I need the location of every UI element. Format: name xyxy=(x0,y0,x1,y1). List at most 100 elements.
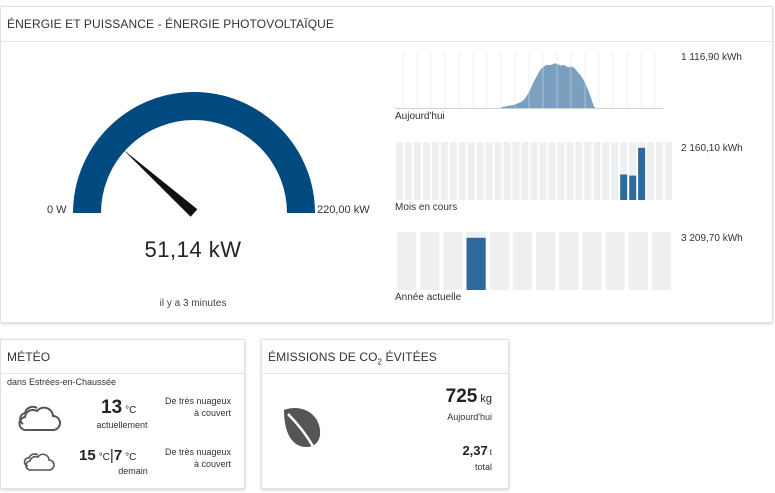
month-chart-slot xyxy=(467,142,475,200)
year-chart-bar xyxy=(466,237,486,290)
co2-today-amount: 725 kg xyxy=(446,386,492,408)
cloud-icon xyxy=(18,405,61,432)
co2-total-label: total xyxy=(474,462,492,472)
current-desc-line2: à couvert xyxy=(193,408,231,418)
month-chart-slot xyxy=(665,142,672,200)
month-chart-slot xyxy=(422,142,430,200)
gauge-max-label: 220,00 kW xyxy=(317,204,370,216)
year-chart-slot xyxy=(628,232,648,290)
co2-total-unit: t xyxy=(489,448,492,457)
year-chart-label: Année actuelle xyxy=(395,292,462,303)
today-production-area xyxy=(395,63,663,109)
month-chart-slot xyxy=(494,142,502,200)
year-chart-slot xyxy=(420,232,440,290)
current-weather-description: De très nuageux à couvert xyxy=(165,395,231,419)
today-chart-label: Aujourd'hui xyxy=(395,111,445,122)
year-chart-slot xyxy=(651,232,671,290)
month-chart-slot xyxy=(396,142,403,200)
month-chart-slot xyxy=(476,142,484,200)
current-desc-line1: De très nuageux xyxy=(164,396,231,406)
co2-today-unit: kg xyxy=(480,393,492,405)
year-total: 3 209,70 kWh xyxy=(681,233,743,244)
month-chart-slot xyxy=(449,142,457,200)
weather-card-divider xyxy=(1,373,244,374)
month-chart-slot xyxy=(431,142,439,200)
weather-card-title: MÉTÉO xyxy=(7,350,51,364)
co2-title-subscript: 2 xyxy=(377,357,383,367)
month-chart-slot xyxy=(413,142,421,200)
tomorrow-temp-min: 15 xyxy=(79,447,96,464)
month-total: 2 160,10 kWh xyxy=(681,143,743,154)
month-chart-slot xyxy=(440,142,448,200)
month-chart-label: Mois en cours xyxy=(395,202,458,213)
month-chart-bar xyxy=(620,174,628,200)
today-production-chart[interactable] xyxy=(395,49,663,109)
year-chart-slot xyxy=(397,232,417,290)
gauge-min-label: 0 W xyxy=(47,204,67,216)
today-total: 1 116,90 kWh xyxy=(681,52,742,63)
weather-card: MÉTÉO dans Estrées-en-Chaussée 13 °C actu… xyxy=(0,339,245,489)
leaf-icon xyxy=(284,408,321,449)
month-chart-slot xyxy=(593,142,601,200)
weather-location: dans Estrées-en-Chaussée xyxy=(7,377,117,387)
month-chart-slot xyxy=(611,142,619,200)
co2-total-amount: 2,37 t xyxy=(462,443,492,458)
current-temp-value: 13 xyxy=(101,397,123,418)
month-chart-slot xyxy=(602,142,610,200)
year-chart-slot xyxy=(605,232,625,290)
month-chart-slot xyxy=(405,142,412,200)
tomorrow-temp-unit-1: °C xyxy=(98,452,110,463)
year-production-chart[interactable] xyxy=(395,232,673,290)
tomorrow-temp-unit-2: °C xyxy=(125,452,137,463)
month-chart-slot xyxy=(539,142,547,200)
month-chart-bar xyxy=(638,147,646,200)
co2-today-label: Aujourd'hui xyxy=(447,412,492,422)
tomorrow-weather-description: De très nuageux à couvert xyxy=(165,446,231,470)
co2-avoided-card: ÉMISSIONS DE CO2 ÉVITÉES 725 kg Aujourd'h… xyxy=(261,339,509,489)
energy-power-card: ÉNERGIE ET PUISSANCE - ÉNERGIE PHOTOVOLT… xyxy=(0,6,773,323)
year-chart-slot xyxy=(559,232,579,290)
co2-card-divider xyxy=(262,373,508,374)
power-gauge xyxy=(73,92,315,217)
month-chart-slot xyxy=(548,142,556,200)
co2-today-value: 725 xyxy=(445,386,478,407)
tomorrow-desc-line1: De très nuageux xyxy=(164,447,231,457)
month-chart-slot xyxy=(584,142,592,200)
current-temp-caption: actuellement xyxy=(96,420,148,430)
month-chart-slot xyxy=(503,142,511,200)
year-chart-slot xyxy=(536,232,556,290)
month-chart-slot xyxy=(521,142,529,200)
co2-title-end: ÉVITÉES xyxy=(382,350,437,364)
month-chart-slot xyxy=(458,142,466,200)
month-chart-slot xyxy=(647,142,655,200)
gauge-updated-time: il y a 3 minutes xyxy=(159,298,227,309)
tomorrow-temperature: 15 °C|7 °C xyxy=(79,447,136,464)
tomorrow-desc-line2: à couvert xyxy=(193,459,231,469)
gauge-needle xyxy=(122,148,198,217)
month-chart-slot xyxy=(557,142,565,200)
current-temp-unit: °C xyxy=(125,405,137,416)
cloud-small-icon xyxy=(23,453,55,471)
month-chart-slot xyxy=(512,142,520,200)
tomorrow-temp-caption: demain xyxy=(118,466,148,476)
month-chart-slot xyxy=(629,142,637,200)
tomorrow-temp-separator: | xyxy=(109,447,114,464)
year-chart-slot xyxy=(489,232,509,290)
month-production-chart[interactable] xyxy=(395,142,673,200)
month-chart-slot xyxy=(485,142,493,200)
current-temperature: 13 °C xyxy=(101,397,136,419)
co2-title-main: ÉMISSIONS DE CO xyxy=(268,350,378,364)
year-chart-slot xyxy=(512,232,532,290)
gauge-current-power: 51,14 kW xyxy=(144,237,242,262)
year-chart-slot xyxy=(582,232,602,290)
energy-card-divider xyxy=(1,41,772,42)
month-chart-slot xyxy=(575,142,583,200)
month-chart-slot xyxy=(530,142,538,200)
co2-card-title: ÉMISSIONS DE CO2 ÉVITÉES xyxy=(268,350,437,366)
co2-total-value: 2,37 xyxy=(462,443,488,458)
year-chart-slot xyxy=(443,232,463,290)
month-chart-slot xyxy=(656,142,664,200)
month-chart-slot xyxy=(620,142,628,200)
month-chart-slot xyxy=(566,142,574,200)
tomorrow-temp-max: 7 xyxy=(113,447,123,464)
